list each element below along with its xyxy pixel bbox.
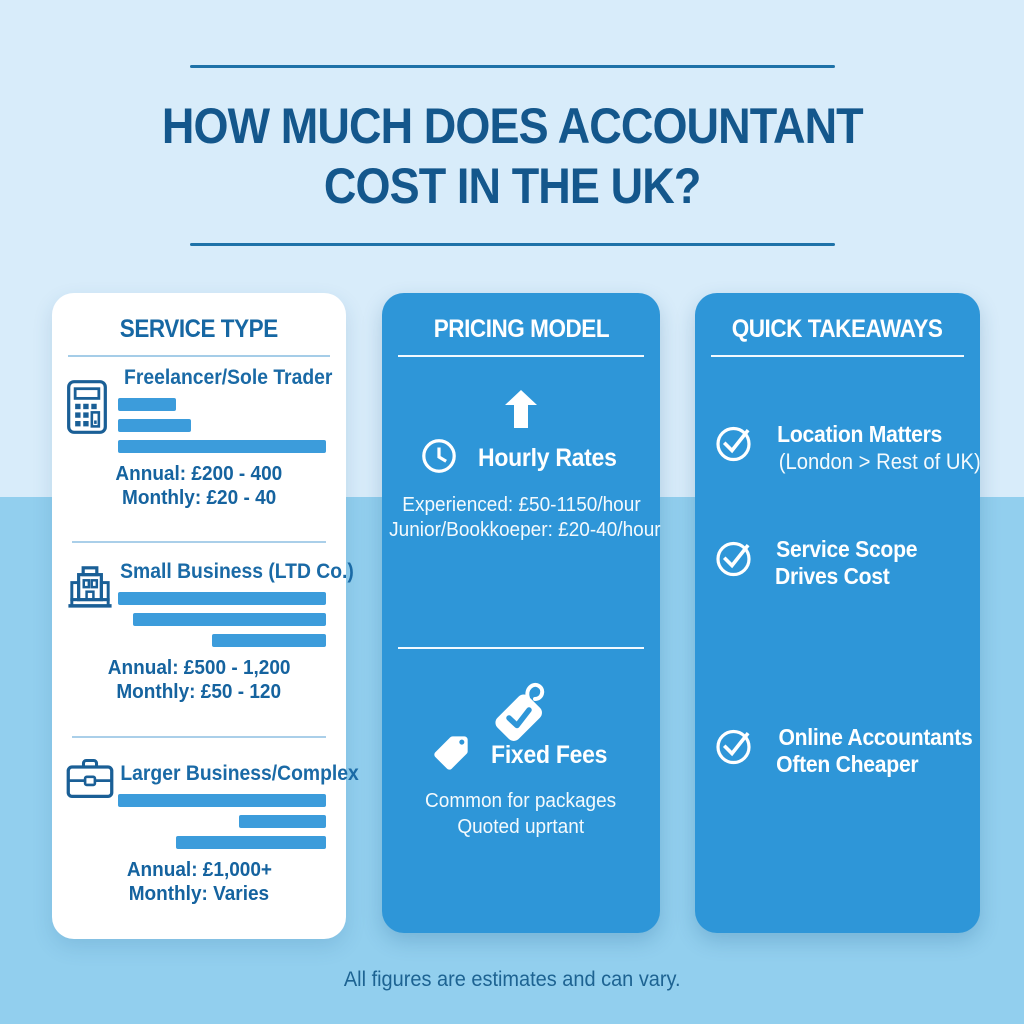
service-item-freelancer: Freelancer/Sole Trader Annual: £200 - 40… bbox=[52, 365, 346, 510]
annual-price: Annual: £1,000+ bbox=[126, 859, 272, 881]
takeaway-text: Service Scope Drives Cost bbox=[774, 536, 918, 589]
cost-bar bbox=[211, 634, 326, 647]
fixed-detail-1: Common for packages bbox=[425, 790, 617, 812]
service-item-title: Freelancer/Sole Trader bbox=[123, 366, 333, 389]
building-icon bbox=[65, 563, 115, 614]
service-item-small-business: Small Business (LTD Co.) Annual: £500 - … bbox=[52, 559, 354, 704]
cost-bar bbox=[118, 592, 326, 605]
hourly-rates-row: Hourly Rates bbox=[382, 437, 660, 480]
calculator-icon bbox=[65, 379, 109, 440]
service-type-header: SERVICE TYPE bbox=[119, 315, 278, 343]
cost-bars bbox=[118, 592, 326, 647]
cost-bar bbox=[118, 794, 326, 807]
tag-icon bbox=[430, 733, 472, 778]
monthly-price: Monthly: £20 - 40 bbox=[121, 487, 277, 509]
pricing-model-header: PRICING MODEL bbox=[433, 315, 609, 343]
service-item-larger-business: Larger Business/Complex Annual: £1,000+ … bbox=[52, 759, 359, 906]
service-item-prices: Annual: £500 - 1,200 Monthly: £50 - 120 bbox=[52, 656, 346, 704]
quick-takeaways-card: QUICK TAKEAWAYS Location Matters (London… bbox=[695, 293, 981, 933]
clock-icon bbox=[420, 437, 458, 480]
fixed-detail-2: Quoted uprtant bbox=[457, 816, 585, 838]
header-divider bbox=[711, 355, 964, 357]
service-item-title: Larger Business/Complex bbox=[120, 762, 359, 785]
page-title-line1: HOW MUCH DOES ACCOUNTANT bbox=[161, 98, 864, 154]
title-divider-bottom bbox=[190, 243, 835, 246]
cost-bars bbox=[118, 398, 326, 453]
takeaway-location: Location Matters (London > Rest of UK) bbox=[715, 421, 981, 475]
section-divider bbox=[398, 647, 644, 649]
check-circle-icon bbox=[715, 423, 755, 468]
takeaway-online: Online Accountants Often Cheaper bbox=[715, 724, 973, 778]
service-item-prices: Annual: £200 - 400 Monthly: £20 - 40 bbox=[52, 462, 346, 510]
takeaway-scope: Service Scope Drives Cost bbox=[715, 536, 972, 590]
cost-bar bbox=[118, 398, 177, 411]
check-circle-icon bbox=[715, 538, 755, 583]
annual-price: Annual: £200 - 400 bbox=[115, 463, 283, 485]
cost-bars bbox=[118, 794, 326, 849]
cost-bar bbox=[118, 440, 326, 453]
fixed-fees-row: Fixed Fees bbox=[382, 733, 660, 778]
cost-bar bbox=[238, 815, 326, 828]
cost-bar bbox=[118, 419, 191, 432]
hourly-detail-2: Junior/Bookkoeper: £20-40/hour bbox=[389, 519, 661, 541]
takeaway-text: Location Matters (London > Rest of UK) bbox=[777, 421, 981, 474]
cost-bar bbox=[176, 836, 326, 849]
monthly-price: Monthly: £50 - 120 bbox=[116, 681, 282, 703]
cost-bar bbox=[132, 613, 326, 626]
briefcase-icon bbox=[65, 757, 115, 806]
section-divider bbox=[72, 736, 326, 738]
footer-disclaimer: All figures are estimates and can vary. bbox=[343, 968, 681, 991]
fixed-fees-title: Fixed Fees bbox=[490, 741, 608, 769]
monthly-price: Monthly: Varies bbox=[128, 883, 270, 905]
header-divider bbox=[68, 355, 330, 357]
service-type-card: SERVICE TYPE Freelancer/Sol bbox=[52, 293, 359, 939]
page-title-line2: COST IN THE UK? bbox=[323, 158, 701, 214]
section-divider bbox=[72, 541, 326, 543]
takeaway-text: Online Accountants Often Cheaper bbox=[776, 724, 973, 777]
check-circle-icon bbox=[715, 726, 755, 771]
quick-takeaways-header: QUICK TAKEAWAYS bbox=[732, 315, 943, 343]
service-item-title: Small Business (LTD Co.) bbox=[120, 560, 354, 583]
hourly-rates-title: Hourly Rates bbox=[477, 444, 617, 472]
pricing-model-card: PRICING MODEL Hourly Rates Experienced: … bbox=[382, 293, 661, 933]
arrow-up-icon bbox=[382, 389, 660, 434]
annual-price: Annual: £500 - 1,200 bbox=[107, 657, 291, 679]
header-divider bbox=[398, 355, 644, 357]
tag-check-icon bbox=[382, 677, 660, 746]
service-item-prices: Annual: £1,000+ Monthly: Varies bbox=[52, 858, 346, 906]
title-divider-top bbox=[190, 65, 835, 68]
hourly-detail-1: Experienced: £50-1150/hour bbox=[401, 494, 641, 516]
page-title: HOW MUCH DOES ACCOUNTANT COST IN THE UK? bbox=[0, 96, 1024, 216]
